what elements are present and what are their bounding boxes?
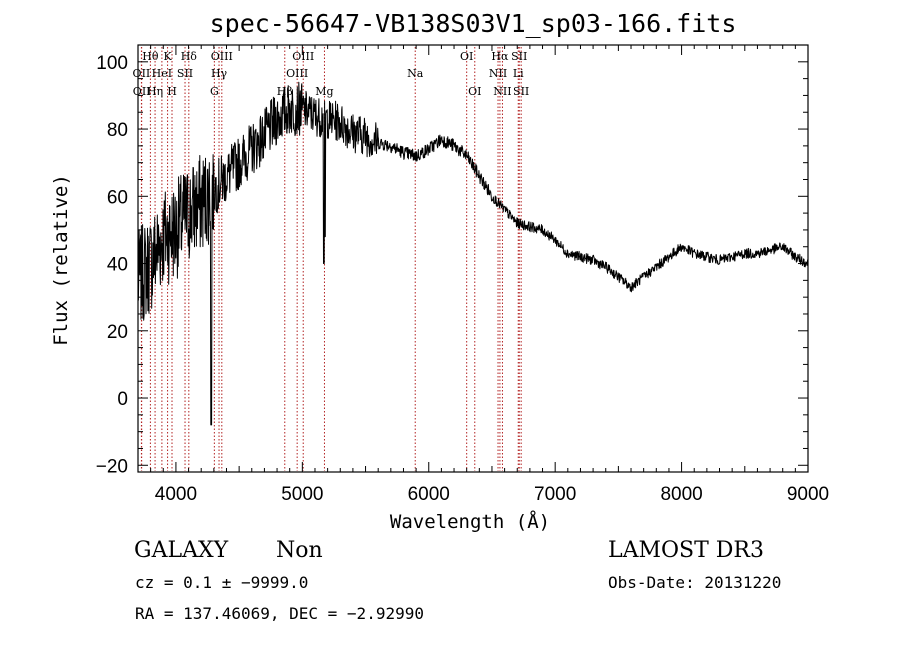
- object-class: GALAXY: [134, 538, 229, 563]
- emission-line-label: OIII: [292, 50, 314, 63]
- emission-line-label: Li: [513, 67, 524, 80]
- y-axis: −20 0 20 40 60 80 100: [96, 53, 808, 477]
- y-tick-label: 40: [107, 255, 128, 276]
- x-axis-label: Wavelength (Å): [390, 510, 550, 533]
- emission-line-label: SII: [511, 50, 527, 63]
- emission-line-label: Hα: [491, 50, 509, 63]
- x-tick-label: 9000: [787, 484, 829, 505]
- plot-frame: [137, 44, 809, 473]
- x-tick-label: 8000: [660, 484, 702, 505]
- y-tick-label: 80: [107, 120, 128, 141]
- emission-line-label: OII: [133, 67, 151, 80]
- emission-line-label: OIII: [211, 50, 233, 63]
- x-tick-label: 5000: [281, 484, 323, 505]
- coordinates-readout: RA = 137.46069, DEC = −2.92990: [135, 604, 424, 623]
- x-tick-label: 4000: [155, 484, 197, 505]
- emission-line-label: SII: [513, 85, 529, 98]
- x-axis: 4000 5000 6000 7000 8000 9000: [137, 45, 829, 505]
- redshift-readout: cz = 0.1 ± −9999.0: [135, 573, 309, 592]
- emission-line-label: K: [163, 50, 172, 63]
- emission-line-label: OI: [460, 50, 473, 63]
- emission-line-label: Hη: [147, 85, 163, 98]
- emission-line-label: Hδ: [181, 50, 198, 63]
- emission-line-label: NII: [493, 85, 511, 98]
- y-tick-label: −20: [96, 456, 128, 477]
- emission-line-label: SII: [177, 67, 193, 80]
- chart-title: spec-56647-VB138S03V1_sp03-166.fits: [210, 9, 737, 38]
- y-tick-label: 60: [107, 187, 128, 208]
- emission-line-label: G: [210, 85, 219, 98]
- object-subclass: Non: [276, 538, 323, 563]
- emission-line-label: OI: [468, 85, 481, 98]
- spectrum-chart: spec-56647-VB138S03V1_sp03-166.fits OII O…: [50, 9, 829, 533]
- spectrum-line: [137, 81, 809, 426]
- emission-line-label: H: [167, 85, 177, 98]
- emission-line-label: NII: [489, 67, 507, 80]
- emission-line-label: Hγ: [211, 67, 228, 80]
- observation-date: Obs-Date: 20131220: [608, 573, 782, 592]
- x-tick-label: 7000: [534, 484, 576, 505]
- y-tick-label: 100: [96, 53, 128, 74]
- emission-line-label: Hθ: [142, 50, 159, 63]
- emission-line-labels: OIIOIIHθHηHeIKHSIIHδGHγOIIIHβOIIIOIIIMgN…: [133, 50, 530, 98]
- x-tick-label: 6000: [408, 484, 450, 505]
- y-tick-label: 0: [117, 389, 128, 410]
- emission-line-label: OII: [133, 85, 151, 98]
- survey-name: LAMOST DR3: [608, 538, 764, 563]
- emission-line-label: Na: [407, 67, 424, 80]
- emission-line-label: Mg: [315, 85, 333, 98]
- y-tick-label: 20: [107, 322, 128, 343]
- emission-line-label: HeI: [152, 67, 172, 80]
- y-axis-label: Flux (relative): [50, 174, 72, 346]
- emission-line-label: OIII: [286, 67, 308, 80]
